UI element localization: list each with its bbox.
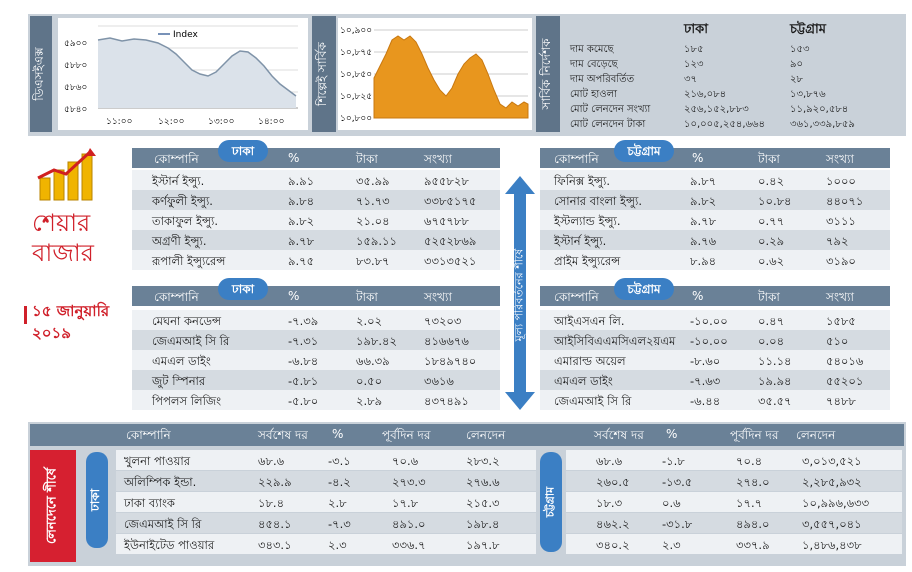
summary-row: দাম অপরিবর্তিত ৩৭ ২৮ — [570, 74, 803, 85]
table-row: মেঘনা কনডেন্স -৭.৩৯ ২.০২ ৭৩২০৩ — [132, 310, 500, 330]
table-row: ইস্টার্ন ইন্স্যু. ৯.৭৬ ০.২৯ ৭৯২ — [540, 230, 890, 250]
table-row: তাকাফুল ইন্স্যু. ৯.৮২ ২১.০৪ ৬৭৫৭৮৮ — [132, 210, 500, 230]
summary-row: মোট হাওলা ২১৬,০৮৪ ১৩,৮৭৬ — [570, 89, 826, 100]
table-row: জেএমআই সি রি ৪৫৪.১ -৭.৩ ৪৯১.০ ১৯৮.৪ — [116, 513, 536, 533]
table-row: প্রাইম ইন্স্যুরেন্স ৮.৯৪ ০.৬২ ৩১৯০ — [540, 250, 890, 270]
table-row: ৬৮.৬ -১.৮ ৭০.৪ ৩,০১৩,৫২১ — [566, 450, 902, 470]
dhaka-badge: ঢাকা — [218, 140, 268, 162]
summary-row: দাম কমেছে ১৮৫ ১৫৩ — [570, 44, 810, 55]
sector-chart: ১০,৯০০ ১০,৮৭৫ ১০,৮৫০ ১০,৮২৫ ১০,৮০০ — [338, 18, 532, 130]
table-row: ফিনিক্স ইন্স্যু. ৯.৮৭ ০.৪২ ১০০০ — [540, 170, 890, 190]
sector-ytick: ১০,৮৫০ — [340, 70, 372, 80]
index-ytick: ৫৮৬০ — [64, 83, 87, 93]
losers-ctg-header: কোম্পানি % টাকা সংখ্যা — [540, 286, 890, 306]
table-row: ২৬০.৫ -১৩.৫ ২৭৪.০ ২,২৮৫,৯৩২ — [566, 471, 902, 491]
table-row: কর্ণফুলী ইন্স্যু. ৯.৮৪ ৭১.৭৩ ৩৩৮৫১৭৫ — [132, 190, 500, 210]
table-row: রূপালী ইন্স্যুরেন্স ৯.৭৫ ৮৩.৮৭ ৩৩১৩৫২১ — [132, 250, 500, 270]
table-row: জেএমআই সি রি -৬.৪৪ ৩৫.৫৭ ৭৪৮৮ — [540, 390, 890, 410]
gainers-ctg-header: কোম্পানি % টাকা সংখ্যা — [540, 148, 890, 168]
coins-chart-icon — [34, 148, 98, 204]
page-title-line2: বাজার — [32, 239, 94, 267]
table-row: ইউনাইটেড পাওয়ার ৩৪৩.১ ২.৩ ৩৩৬.৭ ১৯৭.৮ — [116, 534, 536, 554]
summary-table: ঢাকা চট্টগ্রাম দাম কমেছে ১৮৫ ১৫৩ দাম বেড… — [566, 16, 902, 132]
table-row: অগ্রণী ইন্স্যু. ৯.৭৮ ১৫৯.১১ ৫২৫২৮৬৯ — [132, 230, 500, 250]
summary-col-ctg: চট্টগ্রাম — [790, 22, 826, 37]
page-title-line1: শেয়ার — [32, 209, 91, 237]
sector-ytick: ১০,৯০০ — [340, 26, 372, 36]
page-date-line2: ২০১৯ — [32, 324, 71, 342]
index-chart-side-label: ডিএসইএক্স — [30, 16, 52, 132]
dhaka-badge: ঢাকা — [218, 278, 268, 300]
summary-col-dhaka: ঢাকা — [684, 22, 708, 37]
index-chart: Index ৫৯০০ ৫৮৮০ ৫৮৬০ ৫৮৪০ ১১:০০ ১২:০০ ১৩… — [58, 18, 308, 130]
table-row: ইস্টল্যান্ড ইন্স্যু. ৯.৭৮ ০.৭৭ ৩১১১ — [540, 210, 890, 230]
ctg-badge: চট্টগ্রাম — [614, 278, 674, 300]
table-row: এমএল ডাইং -৬.৮৪ ৬৬.৩৯ ১৮৪৯৭৪০ — [132, 350, 500, 370]
table-row: এমএল ডাইং -৭.৬৩ ১৯.৯৪ ৫৫২০১ — [540, 370, 890, 390]
ctg-badge: চট্টগ্রাম — [614, 140, 674, 162]
turnover-header: কোম্পানি সর্বশেষ দর % পূর্বদিন দর লেনদেন… — [30, 424, 904, 446]
table-row: সোনার বাংলা ইন্স্যু. ৯.৮২ ১০.৮৪ ৪৪০৭১ — [540, 190, 890, 210]
summary-row: মোট লেনদেন টাকা ১০,০০৫,২৫৪,৬৬৪ ৩৬১,৩৩৯,৮… — [570, 119, 855, 130]
index-xtick: ১৩:০০ — [208, 117, 234, 127]
date-marker — [24, 306, 27, 324]
table-row: খুলনা পাওয়ার ৬৮.৬ -৩.১ ৭০.৬ ২৮৩.২ — [116, 450, 536, 470]
double-arrow-icon — [504, 176, 536, 410]
page-title: শেয়ার বাজার — [32, 208, 122, 268]
index-xtick: ১৪:০০ — [258, 117, 284, 127]
table-row: ঢাকা ব্যাংক ১৮.৪ ২.৮ ১৭.৮ ২১৫.৩ — [116, 492, 536, 512]
index-xtick: ১২:০০ — [158, 117, 184, 127]
table-row: আইসিবিএএমসিএল২য়এম -১০.০০ ০.০৪ ৫১০ — [540, 330, 890, 350]
turnover-side-label: লেনদেনে শীর্ষে — [30, 450, 76, 562]
table-row: জেএমআই সি রি -৭.৩১ ১৯৮.৪২ ৪১৬৬৭৬ — [132, 330, 500, 350]
index-ytick: ৫৮৪০ — [64, 105, 87, 115]
sector-ytick: ১০,৮০০ — [340, 114, 372, 124]
table-row: ৩৪০.২ ২.৩ ৩৩৭.৯ ১,৪৮৬,৪৩৮ — [566, 534, 902, 554]
losers-dhaka-header: কোম্পানি % টাকা সংখ্যা — [132, 286, 500, 306]
turnover-dhaka-label: ঢাকা — [86, 452, 108, 548]
page-date-line1: ১৫ জানুয়ারি — [32, 302, 110, 320]
index-chart-legend: Index — [173, 30, 198, 40]
table-row: জুট স্পিনার -৫.৮১ ০.৫০ ৩৬১৬ — [132, 370, 500, 390]
summary-row: দাম বেড়েছে ১২৩ ৯০ — [570, 59, 803, 70]
table-row: ইস্টার্ন ইন্স্যু. ৯.৯১ ৩৫.৯৯ ৯৫৫৮২৮ — [132, 170, 500, 190]
summary-side-label: সার্বিক নির্দেশক — [536, 16, 560, 132]
table-row: আইএসএন লি. -১০.০০ ০.৪৭ ১৫৮৫ — [540, 310, 890, 330]
sector-chart-side-label: শিল্পেই সার্বিক — [312, 16, 336, 132]
sector-ytick: ১০,৮৭৫ — [340, 48, 372, 58]
sector-chart-svg: ১০,৯০০ ১০,৮৭৫ ১০,৮৫০ ১০,৮২৫ ১০,৮০০ — [340, 26, 529, 124]
middle-label: মূল্য পরিবর্তনের শীর্ষে — [512, 248, 526, 342]
index-ytick: ৫৯০০ — [64, 39, 87, 49]
table-row: অলিম্পিক ইন্ডা. ২২৯.৯ -৪.২ ২৭৩.৩ ২৭৬.৬ — [116, 471, 536, 491]
index-chart-svg: Index ৫৯০০ ৫৮৮০ ৫৮৬০ ৫৮৪০ ১১:০০ ১২:০০ ১৩… — [64, 25, 298, 127]
table-row: এমারাল্ড অয়েল -৮.৬০ ১১.১৪ ৫৪০১৬ — [540, 350, 890, 370]
table-row: ১৮.৩ ০.৬ ১৭.৭ ১০,৯৯৬,৬৩৩ — [566, 492, 902, 512]
turnover-ctg-label: চট্টগ্রাম — [540, 452, 562, 552]
index-xtick: ১১:০০ — [106, 117, 132, 127]
page-date: ১৫ জানুয়ারি ২০১৯ — [32, 300, 132, 344]
sector-ytick: ১০,৮২৫ — [340, 92, 372, 102]
table-row: ৪৬২.২ -৩১.৮ ৪৯৪.০ ৩,৫৫৭,০৪১ — [566, 513, 902, 533]
summary-row: মোট লেনদেন সংখ্যা ২৫৬,১৫২,৮৮৩ ১১,৯২০,৫৮৪ — [570, 104, 849, 115]
index-ytick: ৫৮৮০ — [64, 61, 87, 71]
gainers-dhaka-header: কোম্পানি % টাকা সংখ্যা — [132, 148, 500, 168]
table-row: পিপলস লিজিং -৫.৮০ ২.৮৯ ৪৩৭৪৯১ — [132, 390, 500, 410]
